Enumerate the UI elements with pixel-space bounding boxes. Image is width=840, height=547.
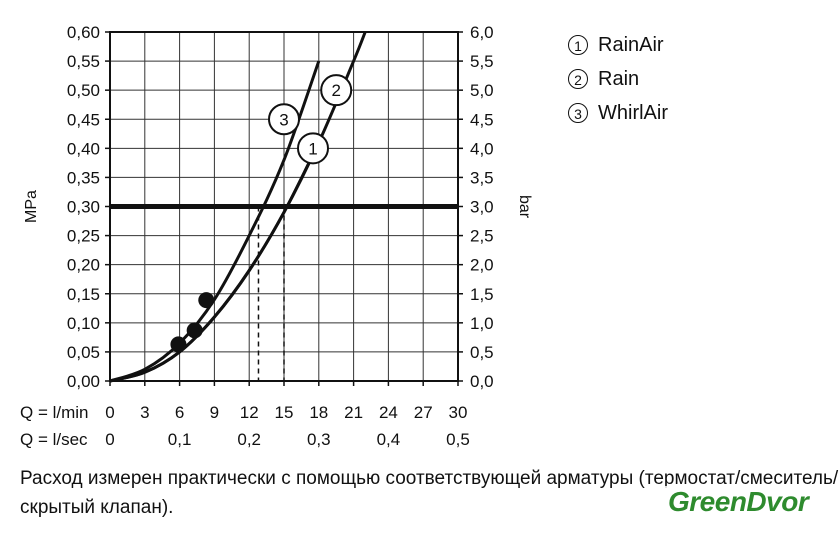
x-tick-lmin: 12 <box>240 403 259 422</box>
curve-label-text: 2 <box>331 81 340 100</box>
data-point-marker <box>186 322 203 339</box>
x-axis-lmin-title: Q = l/min <box>20 403 89 422</box>
curve-label-circle <box>320 74 353 107</box>
x-tick-lsec: 0,1 <box>168 430 192 449</box>
left-tick-label: 0,15 <box>67 285 100 304</box>
right-tick-label: 0,5 <box>470 343 494 362</box>
x-tick-lsec: 0,4 <box>377 430 401 449</box>
chart: 0,000,050,100,150,200,250,300,350,400,45… <box>20 23 533 449</box>
left-tick-label: 0,60 <box>67 23 100 42</box>
left-axis-title: MPa <box>23 190 40 223</box>
left-tick-label: 0,45 <box>67 110 100 129</box>
x-axis-lsec-title: Q = l/sec <box>20 430 88 449</box>
curve-label-circle <box>268 103 300 136</box>
legend-label: RainAir <box>598 34 664 56</box>
left-tick-label: 0,10 <box>67 314 100 333</box>
right-tick-label: 3,5 <box>470 168 494 187</box>
brand-logo: GreenDvor <box>664 486 813 518</box>
legend-item-whirlair: 3 WhirlAir <box>568 96 668 130</box>
left-tick-label: 0,55 <box>67 52 100 71</box>
right-tick-label: 2,0 <box>470 256 494 275</box>
legend: 1 RainAir 2 Rain 3 WhirlAir <box>568 28 668 130</box>
right-tick-label: 4,0 <box>470 139 494 158</box>
legend-label: Rain <box>598 68 640 90</box>
data-point-marker <box>198 292 215 309</box>
legend-number: 3 <box>568 103 588 123</box>
right-tick-label: 3,0 <box>470 198 494 217</box>
right-tick-label: 4,5 <box>470 110 494 129</box>
x-tick-lmin: 30 <box>449 403 468 422</box>
left-tick-label: 0,40 <box>67 139 100 158</box>
data-point-marker <box>170 336 187 353</box>
footnote: Расход измерен практически с помощью соо… <box>20 468 839 518</box>
legend-label: WhirlAir <box>598 102 668 124</box>
legend-number: 2 <box>568 69 588 89</box>
right-tick-label: 0,0 <box>470 372 494 391</box>
left-tick-label: 0,35 <box>67 168 100 187</box>
left-tick-label: 0,00 <box>67 372 100 391</box>
x-tick-lmin: 3 <box>140 403 149 422</box>
left-tick-label: 0,30 <box>67 198 100 217</box>
right-tick-label: 2,5 <box>470 227 494 246</box>
curve-label-text: 1 <box>308 139 317 158</box>
x-tick-lmin: 15 <box>275 403 294 422</box>
right-tick-label: 1,5 <box>470 285 494 304</box>
x-tick-lsec: 0 <box>105 430 114 449</box>
x-tick-lsec: 0,5 <box>446 430 470 449</box>
x-tick-lmin: 24 <box>379 403 398 422</box>
right-tick-label: 5,5 <box>470 52 494 71</box>
x-tick-lmin: 9 <box>210 403 219 422</box>
right-tick-label: 6,0 <box>470 23 494 42</box>
legend-item-rain: 2 Rain <box>568 62 668 96</box>
right-tick-label: 1,0 <box>470 314 494 333</box>
curve-label-text: 3 <box>279 110 288 129</box>
x-tick-lmin: 27 <box>414 403 433 422</box>
x-tick-lsec: 0,2 <box>237 430 261 449</box>
left-tick-label: 0,20 <box>67 256 100 275</box>
series-line-3 <box>109 60 321 383</box>
left-tick-label: 0,50 <box>67 81 100 100</box>
x-tick-lmin: 21 <box>344 403 363 422</box>
x-tick-lmin: 0 <box>105 403 114 422</box>
x-tick-lmin: 6 <box>175 403 184 422</box>
x-tick-lsec: 0,3 <box>307 430 331 449</box>
left-tick-label: 0,05 <box>67 343 100 362</box>
curve-label-circle <box>297 132 329 165</box>
right-axis-title: bar <box>516 195 533 219</box>
legend-item-rainair: 1 RainAir <box>568 28 668 62</box>
legend-number: 1 <box>568 35 588 55</box>
left-tick-label: 0,25 <box>67 227 100 246</box>
right-tick-label: 5,0 <box>470 81 494 100</box>
x-tick-lmin: 18 <box>309 403 328 422</box>
